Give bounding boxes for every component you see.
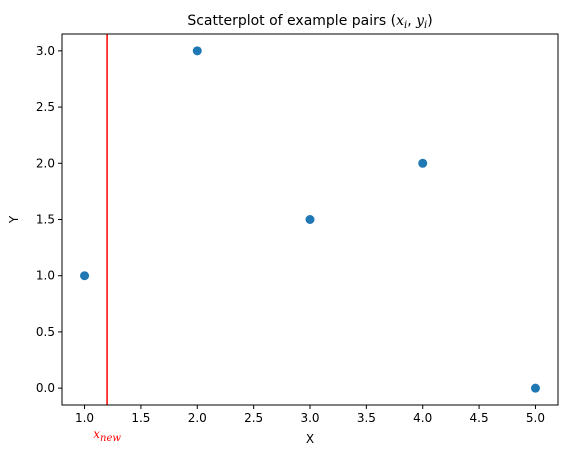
y-tick-label: 1.5	[36, 213, 55, 227]
x-tick-label: 2.0	[188, 411, 207, 425]
scatter-point	[80, 271, 90, 281]
x-new-label: xnew	[93, 427, 121, 444]
x-tick-label: 5.0	[526, 411, 545, 425]
y-tick-label: 3.0	[36, 44, 55, 58]
x-tick-label: 2.5	[244, 411, 263, 425]
y-tick-label: 2.0	[36, 156, 55, 170]
scatter-point	[305, 215, 315, 224]
x-tick-label: 4.0	[413, 411, 432, 425]
x-axis-label: X	[306, 432, 314, 446]
chart-title: Scatterplot of example pairs (xi, yi)	[187, 13, 432, 31]
y-axis-label: Y	[7, 215, 21, 224]
chart-title-prefix: Scatterplot of example pairs (	[187, 13, 396, 29]
x-tick-label: 1.5	[131, 411, 150, 425]
y-tick-label: 0.0	[36, 381, 55, 395]
chart-title-suffix: )	[427, 13, 432, 29]
x-tick-label: 4.5	[470, 411, 489, 425]
chart-title-separator: ,	[407, 13, 416, 29]
x-tick-label: 1.0	[75, 411, 94, 425]
chart-title-y-sub: i	[424, 20, 427, 31]
scatter-point	[192, 46, 202, 56]
tick-layer: 1.0 1.5 2.0 2.5 3.0 3.5 4.0 4.5 5.0 0.0 0.5 1.0 1.5 2…	[36, 44, 545, 444]
plot-layer	[80, 34, 540, 405]
scatter-point	[530, 383, 540, 393]
scatter-point	[418, 158, 428, 168]
plot-frame	[61, 33, 559, 406]
y-tick-label: 2.5	[36, 100, 55, 114]
chart-title-y-var: y	[415, 13, 425, 29]
y-tick-label: 1.0	[36, 269, 55, 283]
chart-title-x-sub: i	[404, 20, 407, 31]
x-tick-label: 3.0	[300, 411, 319, 425]
x-tick-label: 3.5	[357, 411, 376, 425]
chart-title-x-var: x	[396, 13, 404, 29]
y-tick-label: 0.5	[36, 325, 55, 339]
